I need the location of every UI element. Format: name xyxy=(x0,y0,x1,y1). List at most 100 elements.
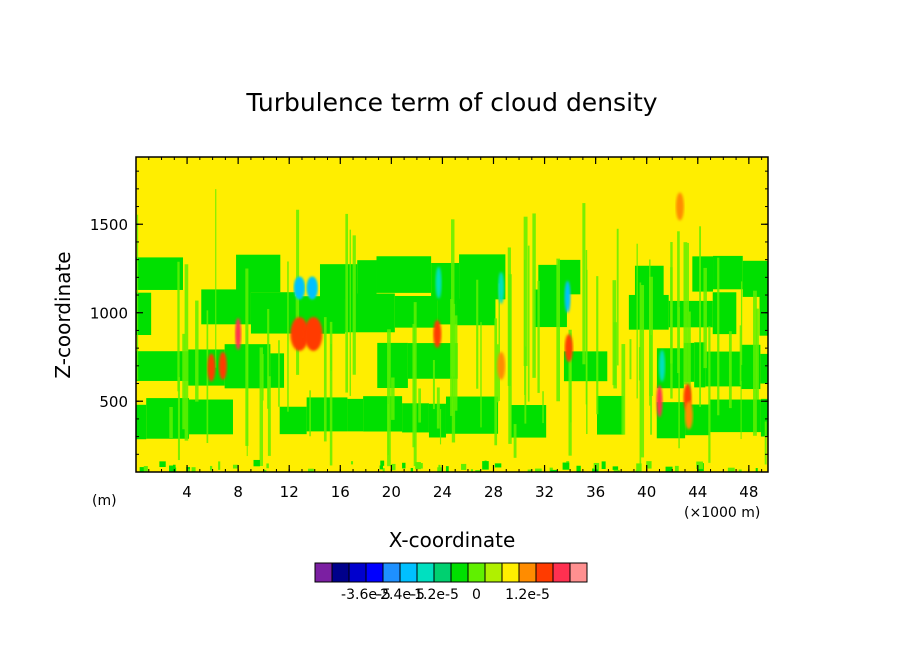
plot-frame xyxy=(135,156,769,473)
texture-streak xyxy=(513,424,517,458)
band-cell xyxy=(201,289,251,325)
band-cell xyxy=(136,257,183,290)
texture-patch xyxy=(601,461,606,470)
x-tick-label: 40 xyxy=(637,483,656,501)
texture-streak xyxy=(683,242,688,385)
texture-patch xyxy=(593,462,600,470)
x-tick-label: 8 xyxy=(233,483,243,501)
band-cell xyxy=(279,406,307,435)
band-cell xyxy=(319,264,358,299)
texture-patch xyxy=(187,469,190,472)
texture-streak xyxy=(523,216,528,366)
texture-streak xyxy=(670,242,673,399)
texture-streak xyxy=(636,243,638,399)
band-cell xyxy=(270,353,285,388)
band-cell xyxy=(344,293,395,333)
band-cell xyxy=(712,292,737,335)
texture-patch xyxy=(646,461,652,469)
y-tick-label: 1500 xyxy=(90,216,128,234)
texture-streak xyxy=(678,307,680,449)
data-blob xyxy=(675,192,684,221)
band-cell xyxy=(146,398,190,439)
texture-patch xyxy=(218,461,221,470)
texture-patch xyxy=(727,467,735,472)
texture-patch xyxy=(613,470,620,472)
band-cell xyxy=(236,254,281,293)
colorbar-tick-label: -3.6e-5 xyxy=(341,587,391,603)
x-tick-label: 4 xyxy=(182,483,192,501)
x-tick-label: 36 xyxy=(586,483,605,501)
x-tick-label: 24 xyxy=(433,483,452,501)
texture-streak xyxy=(717,257,720,416)
data-blob xyxy=(207,353,216,382)
texture-streak xyxy=(480,322,482,428)
x-tick-label: 48 xyxy=(739,483,758,501)
texture-patch xyxy=(232,464,239,469)
plot-area xyxy=(136,157,768,472)
texture-streak xyxy=(215,189,217,368)
texture-patch xyxy=(410,467,414,472)
texture-streak xyxy=(439,409,442,445)
texture-patch xyxy=(445,466,449,472)
texture-streak xyxy=(699,226,702,407)
texture-patch xyxy=(549,467,553,472)
texture-streak xyxy=(687,242,689,409)
texture-streak xyxy=(764,421,767,465)
texture-streak xyxy=(309,390,311,437)
texture-streak xyxy=(169,406,173,439)
texture-streak xyxy=(612,280,617,386)
texture-streak xyxy=(451,219,455,377)
band-cell xyxy=(760,398,768,437)
texture-streak xyxy=(496,344,499,403)
data-blob xyxy=(498,271,505,304)
texture-patch xyxy=(350,461,354,465)
band-cell xyxy=(376,256,432,293)
texture-streak xyxy=(387,403,389,456)
data-blob xyxy=(564,280,571,313)
x-tick-label: 28 xyxy=(484,483,503,501)
texture-streak xyxy=(349,229,351,396)
data-blob xyxy=(497,351,506,380)
texture-patch xyxy=(209,465,213,471)
texture-streak xyxy=(649,276,653,396)
band-cell xyxy=(306,397,348,432)
texture-streak xyxy=(638,347,641,381)
texture-streak xyxy=(532,213,536,378)
texture-streak xyxy=(568,329,572,456)
texture-streak xyxy=(494,318,498,446)
texture-streak xyxy=(677,231,680,374)
texture-streak xyxy=(498,283,501,401)
data-blob xyxy=(290,316,309,351)
colorbar-swatch xyxy=(535,562,554,583)
texture-streak xyxy=(267,308,270,409)
x-tick-label: 12 xyxy=(280,483,299,501)
colorbar-swatch xyxy=(450,562,469,583)
texture-streak xyxy=(184,264,189,441)
colorbar-swatch xyxy=(314,562,333,583)
texture-streak xyxy=(195,300,199,402)
texture-streak xyxy=(596,276,599,415)
data-blob xyxy=(659,349,666,382)
texture-patch xyxy=(461,463,467,470)
texture-streak xyxy=(739,325,742,385)
texture-patch xyxy=(674,465,679,472)
texture-patch xyxy=(266,463,269,469)
band-cell xyxy=(760,353,768,384)
band-cell xyxy=(557,259,581,295)
band-cell xyxy=(759,291,768,336)
colorbar-tick-label: 1.2e-5 xyxy=(505,587,550,603)
y-axis-label: Z-coordinate xyxy=(51,251,75,378)
chart-title: Turbulence term of cloud density xyxy=(245,88,657,117)
texture-patch xyxy=(636,463,642,472)
texture-patch xyxy=(494,463,502,468)
texture-streak xyxy=(278,340,280,407)
texture-streak xyxy=(507,247,511,386)
x-tick-label: 44 xyxy=(688,483,707,501)
data-blob xyxy=(433,319,442,348)
texture-streak xyxy=(755,308,759,400)
texture-streak xyxy=(177,261,180,392)
texture-patch xyxy=(527,469,532,472)
texture-streak xyxy=(451,303,456,443)
texture-streak xyxy=(753,290,757,436)
colorbar-swatch xyxy=(518,562,537,583)
